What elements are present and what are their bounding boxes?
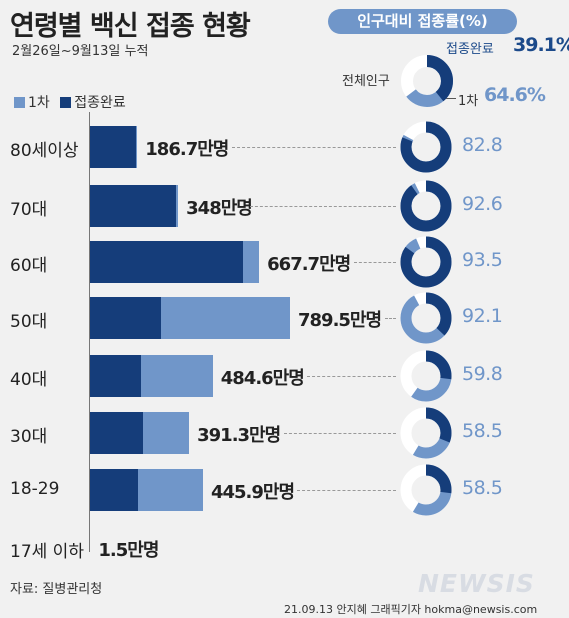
overall-complete-label: 접종완료 — [446, 42, 494, 57]
dashed-leader-line — [353, 262, 396, 263]
total-count-label: 348만명 — [186, 198, 253, 219]
total-count-label: 667.7만명 — [267, 254, 351, 275]
bar-fully-vaccinated — [90, 412, 143, 454]
dashed-leader-line — [231, 147, 396, 148]
age-group-label: 80세이상 — [10, 141, 79, 161]
donut-complete — [400, 464, 452, 516]
dashed-leader-line — [283, 433, 396, 434]
age-group-label: 17세 이하 — [10, 542, 84, 562]
credit-line: 21.09.13 안지혜 그래픽기자 hokma@newsis.com — [284, 603, 538, 616]
donut-complete — [400, 350, 452, 402]
bar-fully-vaccinated — [90, 469, 139, 511]
age-group-label: 18-29 — [10, 479, 60, 499]
chart-subtitle: 2월26일~9월13일 누적 — [12, 44, 149, 59]
donut-complete — [400, 180, 452, 232]
dashed-leader-line — [249, 206, 396, 207]
dashed-leader-line — [307, 376, 396, 377]
vaccination-rate-label: 82.8 — [462, 134, 503, 156]
source-note: 자료: 질병관리청 — [10, 582, 103, 597]
legend-swatch-complete — [60, 97, 72, 108]
bar-fully-vaccinated — [90, 185, 177, 227]
total-count-label: 445.9만명 — [210, 482, 295, 503]
age-group-label: 40대 — [10, 370, 48, 390]
overall-complete-value: 39.1% — [513, 34, 569, 56]
overall-donut-chart — [400, 55, 453, 516]
rate-header-pill: 인구대비 접종률(%) — [328, 9, 517, 34]
vaccination-rate-label: 92.6 — [462, 193, 503, 215]
legend-swatch-first — [14, 97, 25, 108]
age-group-label: 70대 — [10, 200, 48, 220]
total-count-label: 484.6만명 — [220, 368, 305, 389]
dashed-leader-line — [297, 490, 396, 491]
dashed-leader-line — [384, 318, 396, 319]
vaccination-rate-label: 59.8 — [462, 363, 503, 385]
age-group-label: 30대 — [10, 427, 48, 447]
y-axis-line — [89, 112, 90, 552]
overall-donut-complete — [401, 55, 453, 107]
bar-fully-vaccinated — [90, 355, 141, 397]
total-count-label: 1.5만명 — [98, 540, 159, 561]
overall-first-label: 1차 — [458, 94, 479, 109]
vaccination-rate-label: 58.5 — [462, 420, 503, 442]
newsis-logo: NEWSIS — [418, 569, 535, 598]
age-group-label: 50대 — [10, 312, 48, 332]
total-count-label: 186.7만명 — [145, 139, 229, 160]
legend: 1차 접종완료 — [14, 92, 126, 112]
age-group-label: 60대 — [10, 256, 48, 276]
total-count-label: 391.3만명 — [197, 425, 281, 446]
bar-fully-vaccinated — [90, 241, 244, 283]
donut-complete — [400, 407, 452, 459]
bar-fully-vaccinated — [90, 126, 137, 168]
chart-title: 연령별 백신 접종 현황 — [10, 11, 251, 42]
bar-fully-vaccinated — [90, 297, 161, 339]
total-count-label: 789.5만명 — [298, 310, 382, 331]
overall-total-label: 전체인구 — [342, 74, 390, 89]
donut-complete — [400, 236, 452, 288]
legend-label-first: 1차 — [28, 95, 50, 111]
vaccination-rate-label: 58.5 — [462, 477, 503, 499]
donut-complete — [400, 121, 452, 173]
legend-label-complete: 접종완료 — [74, 95, 126, 111]
overall-first-leader — [446, 98, 456, 99]
donut-complete — [400, 292, 452, 344]
vaccination-rate-label: 93.5 — [462, 249, 503, 271]
vaccination-rate-label: 92.1 — [462, 305, 503, 327]
overall-first-value: 64.6% — [484, 84, 546, 106]
